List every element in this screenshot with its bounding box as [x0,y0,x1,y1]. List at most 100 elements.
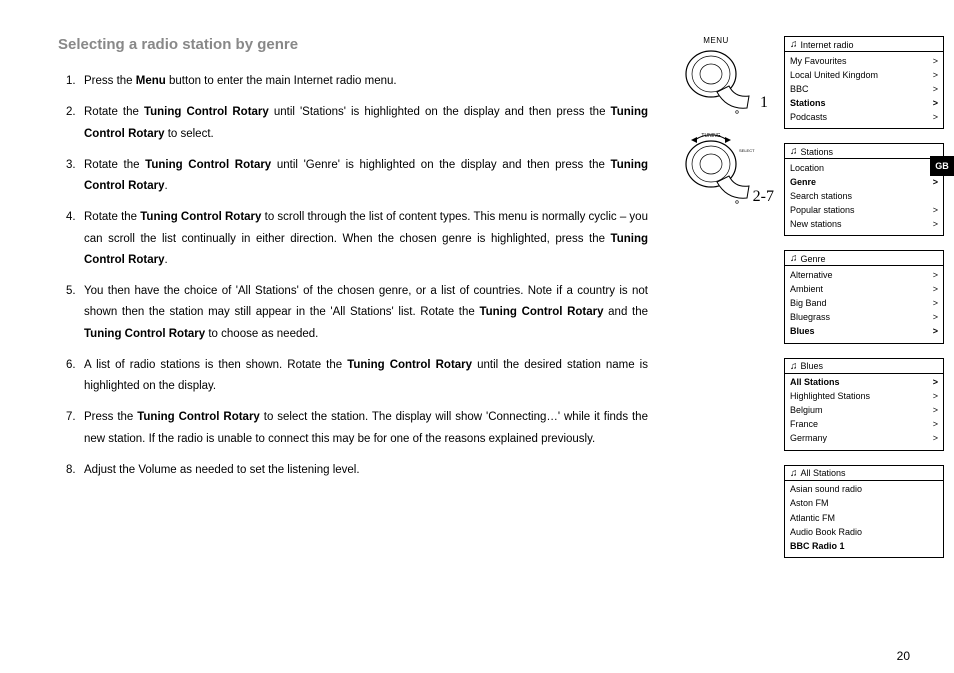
section-heading: Selecting a radio station by genre [58,36,648,53]
screen-title: ♫Blues [785,361,943,374]
dial-menu: MENU 1 [666,36,766,116]
step-text: . [165,180,168,192]
menu-row: Location> [785,161,943,175]
dial-tuning: TUNING SELECT 2-7 [666,132,766,208]
screen-title: ♫Stations [785,146,943,159]
step-number: 5. [66,281,76,302]
chevron-right-icon: > [933,376,938,389]
step-text: Rotate the [84,211,140,223]
step-text: until 'Stations' is highlighted on the d… [269,106,611,118]
bold-term: Tuning Control Rotary [140,211,261,223]
screen-title-text: All Stations [801,468,846,478]
menu-row-label: Popular stations [790,204,855,217]
menu-row: Big Band > [785,297,943,311]
chevron-right-icon: > [933,111,938,124]
menu-row-label: Stations [790,97,826,110]
chevron-right-icon: > [933,218,938,231]
chevron-right-icon: > [933,176,938,189]
menu-row: Germany > [785,432,943,446]
menu-row-label: Germany [790,432,827,445]
step-number: 1. [66,71,76,92]
step-item: 3. Rotate the Tuning Control Rotary until… [58,155,648,198]
chevron-right-icon: > [933,418,938,431]
screen-title-text: Internet radio [801,40,854,50]
menu-row: France > [785,418,943,432]
chevron-right-icon: > [933,297,938,310]
chevron-right-icon: > [933,325,938,338]
display-screen: ♫StationsLocation>Genre>Search stationsP… [784,143,944,236]
screen-title-text: Blues [801,361,824,371]
dial-step-number: 1 [760,94,768,112]
menu-row: Stations > [785,96,943,110]
svg-text:TUNING: TUNING [701,133,720,139]
menu-row: Atlantic FM [785,511,943,525]
page-number: 20 [897,649,910,663]
menu-row: Search stations [785,189,943,203]
screen-title-text: Genre [801,254,826,264]
menu-row-label: Blues [790,325,815,338]
menu-row: My Favourites> [785,54,943,68]
language-tab: GB [930,156,954,176]
menu-row: New stations > [785,217,943,231]
menu-row-label: All Stations [790,376,840,389]
chevron-right-icon: > [933,390,938,403]
step-number: 6. [66,355,76,376]
display-screen: ♫All StationsAsian sound radioAston FMAt… [784,465,944,558]
menu-row: Belgium > [785,404,943,418]
music-icon: ♫ [790,361,798,372]
chevron-right-icon: > [933,269,938,282]
menu-row: BBC Radio 1 [785,539,943,553]
screen-title: ♫All Stations [785,468,943,481]
menu-row-label: Belgium [790,404,823,417]
instructions-column: Selecting a radio station by genre 1. Pre… [58,36,648,558]
bold-term: Tuning Control Rotary [347,359,472,371]
menu-row: Local United Kingdom> [785,68,943,82]
step-number: 4. [66,207,76,228]
chevron-right-icon: > [933,97,938,110]
step-text: Press the [84,411,137,423]
manual-page: Selecting a radio station by genre 1. Pre… [0,0,954,578]
menu-row-label: Genre [790,176,816,189]
menu-row: Audio Book Radio [785,525,943,539]
chevron-right-icon: > [933,311,938,324]
menu-row: Ambient> [785,283,943,297]
display-screen: ♫GenreAlternative>Ambient>Big Band>Blueg… [784,250,944,343]
chevron-right-icon: > [933,83,938,96]
menu-row-label: Location [790,162,824,175]
music-icon: ♫ [790,253,798,264]
step-text: . [165,254,168,266]
menu-row: Genre > [785,175,943,189]
music-icon: ♫ [790,146,798,157]
bold-term: Menu [136,75,166,87]
step-item: 4.Rotate the Tuning Control Rotary to sc… [58,207,648,271]
menu-row-label: Audio Book Radio [790,526,862,539]
chevron-right-icon: > [933,432,938,445]
screen-title: ♫Internet radio [785,39,943,52]
chevron-right-icon: > [933,283,938,296]
step-number: 3. [66,155,76,176]
step-text: until 'Genre' is highlighted on the disp… [271,159,610,171]
step-text: button to enter the main Internet radio … [166,75,397,87]
step-item: 6.A list of radio stations is then shown… [58,355,648,398]
chevron-right-icon: > [933,204,938,217]
menu-row-label: BBC Radio 1 [790,540,845,553]
menu-row-label: New stations [790,218,842,231]
chevron-right-icon: > [933,404,938,417]
menu-row-label: France [790,418,818,431]
menu-row: Podcasts > [785,110,943,124]
dial-step-number: 2-7 [753,188,774,206]
screen-title-text: Stations [801,147,834,157]
step-text: Rotate the [84,159,145,171]
menu-row: Aston FM [785,497,943,511]
menu-row-label: Aston FM [790,497,829,510]
menu-row-label: Podcasts [790,111,827,124]
menu-row-label: Big Band [790,297,827,310]
step-number: 8. [66,460,76,481]
dial-icon: TUNING SELECT [675,132,757,208]
bold-term: Tuning Control Rotary [144,106,269,118]
screen-title: ♫Genre [785,253,943,266]
bold-term: Tuning Control Rotary [145,159,271,171]
menu-row-label: Atlantic FM [790,512,835,525]
menu-row: Alternative> [785,268,943,282]
menu-row: Bluegrass> [785,311,943,325]
